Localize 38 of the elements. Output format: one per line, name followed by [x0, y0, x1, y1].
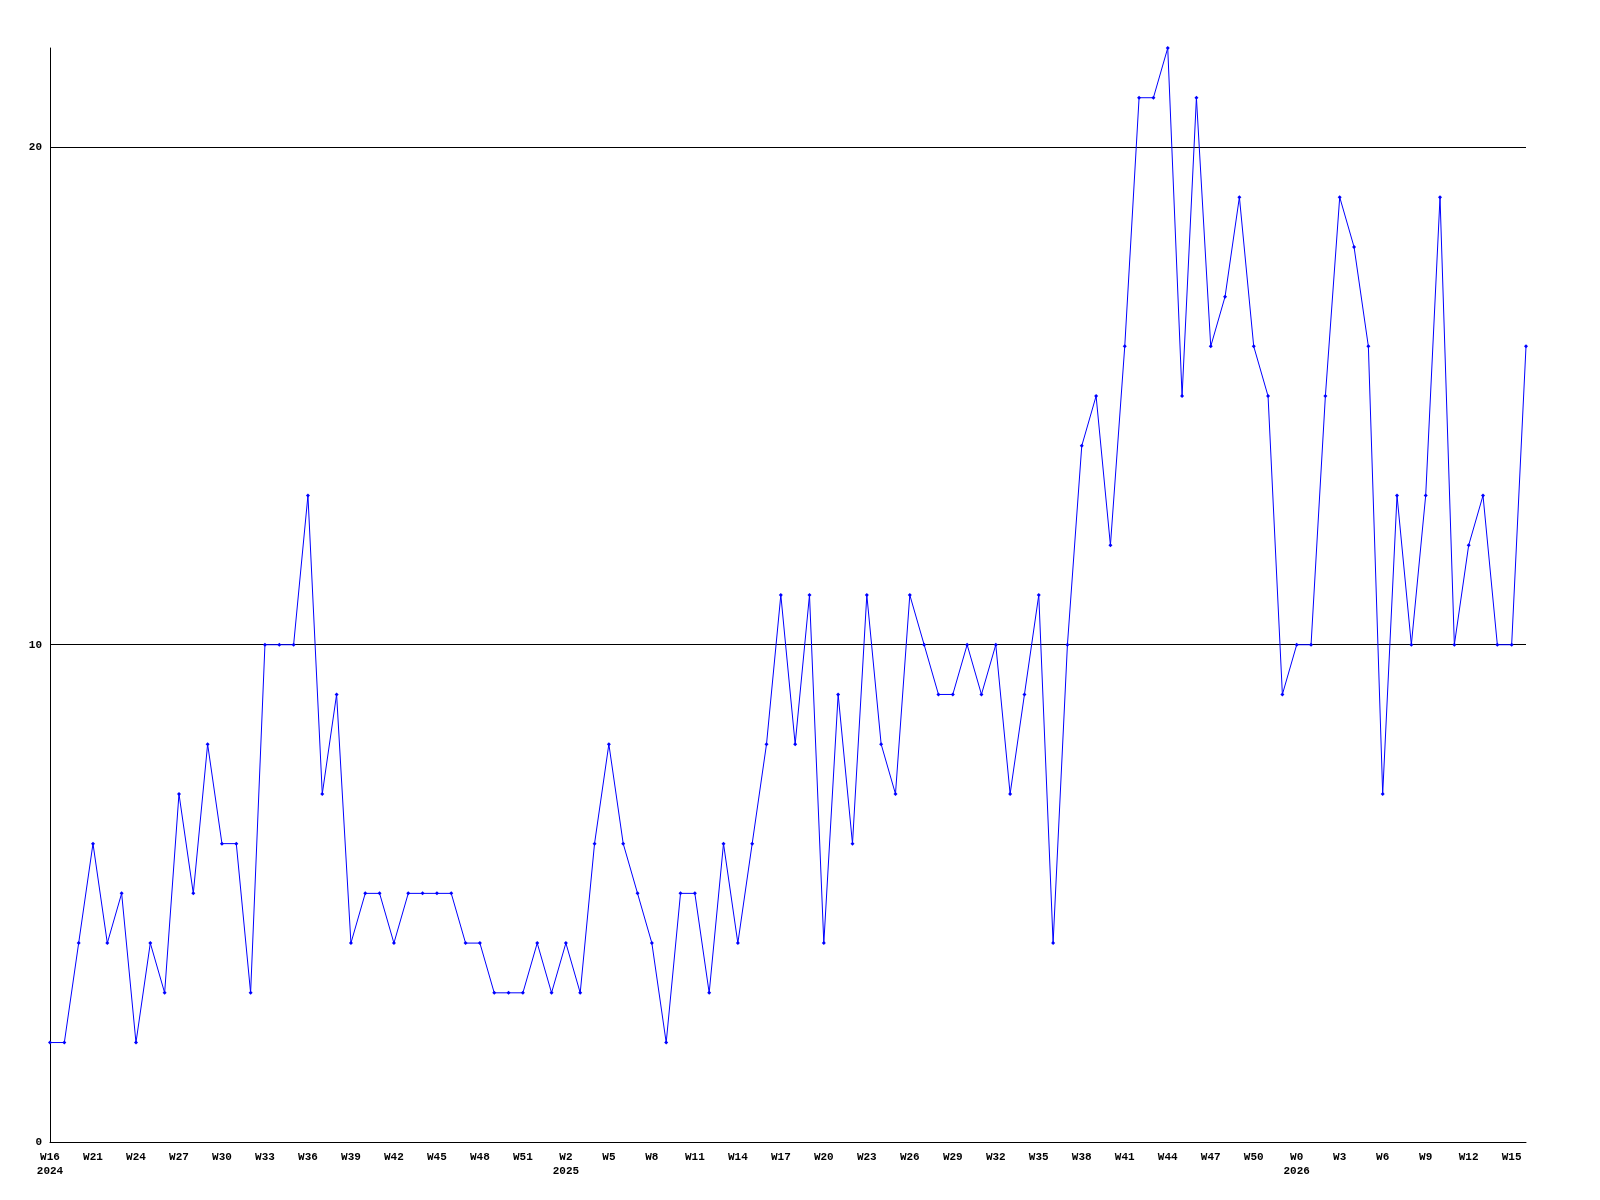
y-tick-label: 20 — [28, 141, 42, 154]
y-tick-label: 10 — [28, 638, 42, 651]
x-tick-label: W26 — [899, 1151, 920, 1163]
x-tick-label: W27 — [169, 1151, 189, 1163]
x-tick-label: W3 — [1333, 1151, 1347, 1163]
x-tick-label: W21 — [83, 1151, 104, 1163]
x-tick-label: W0 2026 — [1283, 1151, 1310, 1177]
x-tick-label: W44 — [1157, 1151, 1179, 1163]
x-tick-label: W35 — [1028, 1151, 1050, 1163]
x-tick-label: W9 — [1419, 1151, 1433, 1163]
x-tick-label: W33 — [255, 1151, 276, 1163]
x-tick-label: W6 — [1376, 1151, 1390, 1163]
x-tick-label: W30 — [212, 1151, 232, 1163]
x-tick-label: W51 — [512, 1151, 534, 1163]
x-tick-label: W14 — [727, 1151, 749, 1163]
x-tick-label: W47 — [1200, 1151, 1221, 1163]
x-tick-label: W2 2025 — [552, 1151, 580, 1177]
x-tick-label: W32 — [985, 1151, 1006, 1163]
x-tick-label: W36 — [298, 1151, 318, 1163]
x-tick-label: W42 — [384, 1151, 404, 1163]
x-tick-label: W38 — [1071, 1151, 1093, 1163]
x-tick-label: W29 — [942, 1151, 963, 1163]
x-tick-label: W8 — [645, 1151, 659, 1163]
x-tick-label: W11 — [684, 1151, 706, 1163]
y-tick-label: 0 — [35, 1136, 42, 1148]
x-tick-label: W17 — [770, 1151, 791, 1163]
x-tick-label: W24 — [126, 1151, 147, 1163]
x-tick-label: W41 — [1114, 1151, 1136, 1163]
x-tick-label: W5 — [602, 1151, 616, 1163]
x-tick-label: W20 — [813, 1151, 834, 1163]
x-tick-label: W50 — [1243, 1151, 1264, 1163]
x-tick-label: W16 2024 — [36, 1151, 64, 1177]
x-tick-label: W48 — [470, 1151, 491, 1163]
x-tick-label: W45 — [427, 1151, 448, 1163]
x-tick-label: W15 — [1501, 1151, 1522, 1163]
x-tick-label: W23 — [856, 1151, 878, 1163]
x-tick-label: W12 — [1458, 1151, 1479, 1163]
x-tick-label: W39 — [341, 1151, 361, 1163]
